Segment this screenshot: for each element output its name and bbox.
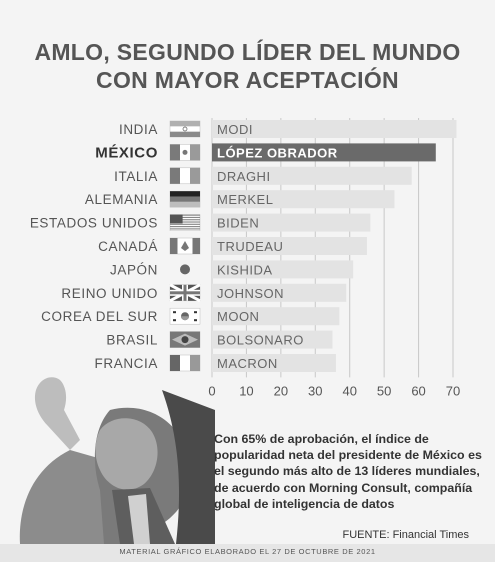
bar [212, 237, 367, 255]
country-label: FRANCIA [95, 356, 158, 371]
leader-label: JOHNSON [217, 286, 284, 301]
bar [212, 143, 436, 162]
source-text: FUENTE: Financial Times [342, 529, 469, 541]
x-tick-label: 70 [446, 383, 460, 398]
usa-flag-icon [169, 214, 201, 231]
bar [212, 330, 333, 349]
bar [212, 283, 347, 302]
country-label: MÉXICO [95, 144, 158, 161]
bar-chart: 0 10 20 30 40 50 60 70 INDIA MODI MÉXICO LÓPEZ OBRA… [0, 110, 495, 410]
italy-flag-icon [169, 167, 201, 185]
country-label: JAPÓN [110, 262, 158, 277]
country-label: BRASIL [106, 333, 158, 348]
south-korea-flag-icon [169, 307, 201, 325]
x-tick-label: 10 [239, 383, 253, 398]
x-tick-label: 50 [377, 383, 391, 398]
title-line-1: AMLO, SEGUNDO LÍDER DEL MUNDO [34, 39, 461, 65]
bar [212, 260, 354, 279]
x-tick-label: 0 [208, 383, 215, 398]
france-flag-icon [169, 354, 201, 372]
bar [212, 307, 340, 326]
country-label: CANADÁ [98, 239, 158, 254]
india-flag-icon [169, 120, 201, 138]
leader-label: TRUDEAU [217, 239, 283, 254]
country-label: ITALIA [114, 169, 158, 184]
chart-title: AMLO, SEGUNDO LÍDER DEL MUNDO CON MAYOR … [0, 38, 495, 94]
country-label: REINO UNIDO [61, 286, 158, 301]
x-tick-label: 60 [411, 383, 425, 398]
germany-flag-icon [169, 190, 201, 208]
leader-label: MERKEL [217, 192, 273, 207]
bar [212, 190, 395, 209]
uk-flag-icon [169, 283, 201, 303]
footer-text: MATERIAL GRÁFICO ELABORADO EL 27 DE OCTU… [119, 547, 376, 556]
bar [212, 120, 457, 138]
bar [212, 213, 371, 232]
chart-svg: 0 10 20 30 40 50 60 70 INDIA MODI MÉXICO LÓPEZ OBRA… [30, 118, 460, 398]
mexico-flag-icon [169, 144, 201, 161]
x-tick-label: 40 [342, 383, 356, 398]
description-text: Con 65% de aprobación, el índice de popu… [214, 432, 482, 511]
leader-label: KISHIDA [217, 262, 273, 277]
leader-label: BOLSONARO [217, 333, 304, 348]
country-label: ESTADOS UNIDOS [30, 216, 158, 231]
country-label: INDIA [119, 122, 158, 137]
footer-bar [0, 544, 495, 562]
canada-flag-icon [169, 237, 201, 255]
president-photo [19, 377, 215, 544]
leader-label: LÓPEZ OBRADOR [217, 145, 338, 160]
japan-flag-icon [180, 264, 190, 275]
country-label: COREA DEL SUR [41, 309, 158, 324]
country-label: ALEMANIA [85, 192, 158, 207]
leader-label: BIDEN [217, 216, 259, 231]
leader-label: DRAGHI [217, 169, 271, 184]
leader-label: MOON [217, 309, 259, 324]
bar [212, 166, 412, 185]
x-tick-label: 30 [308, 383, 322, 398]
bar [212, 354, 336, 372]
brazil-flag-icon [169, 331, 201, 348]
leader-label: MODI [217, 122, 253, 137]
x-tick-label: 20 [274, 383, 288, 398]
title-line-2: CON MAYOR ACEPTACIÓN [96, 67, 399, 93]
leader-label: MACRON [217, 356, 278, 371]
